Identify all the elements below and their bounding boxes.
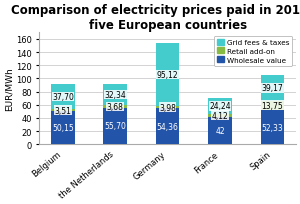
Bar [208,117,232,145]
Title: Comparison of electricity prices paid in 2013 in
five European countries: Comparison of electricity prices paid in… [11,4,300,32]
Bar [51,85,75,109]
Text: 42: 42 [215,126,225,135]
Bar [103,108,127,145]
Text: 55,70: 55,70 [104,122,126,131]
Bar [156,106,179,109]
Text: 37,70: 37,70 [52,93,74,102]
Bar [208,99,232,114]
Bar [156,44,179,106]
Text: 24,24: 24,24 [209,102,231,111]
Text: 32,34: 32,34 [104,91,126,100]
Text: 52,33: 52,33 [262,123,283,132]
Bar [208,114,232,117]
Text: 3,98: 3,98 [159,103,176,112]
Bar [261,110,284,145]
Bar [261,101,284,110]
Text: 4,12: 4,12 [212,111,228,120]
Y-axis label: EUR/MWh: EUR/MWh [4,67,13,111]
Text: 13,75: 13,75 [262,101,283,110]
Text: 54,36: 54,36 [157,122,178,131]
Bar [51,112,75,145]
Text: 50,15: 50,15 [52,124,74,133]
Bar [156,109,179,145]
Text: 95,12: 95,12 [157,71,178,80]
Bar [103,106,127,108]
Bar [103,84,127,106]
Legend: Grid fees & taxes, Retail add-on, Wholesale value: Grid fees & taxes, Retail add-on, Wholes… [214,37,292,66]
Bar [261,76,284,101]
Bar [51,109,75,112]
Text: 39,17: 39,17 [262,84,283,93]
Text: 3,51: 3,51 [55,106,71,115]
Text: 3,68: 3,68 [107,102,124,111]
